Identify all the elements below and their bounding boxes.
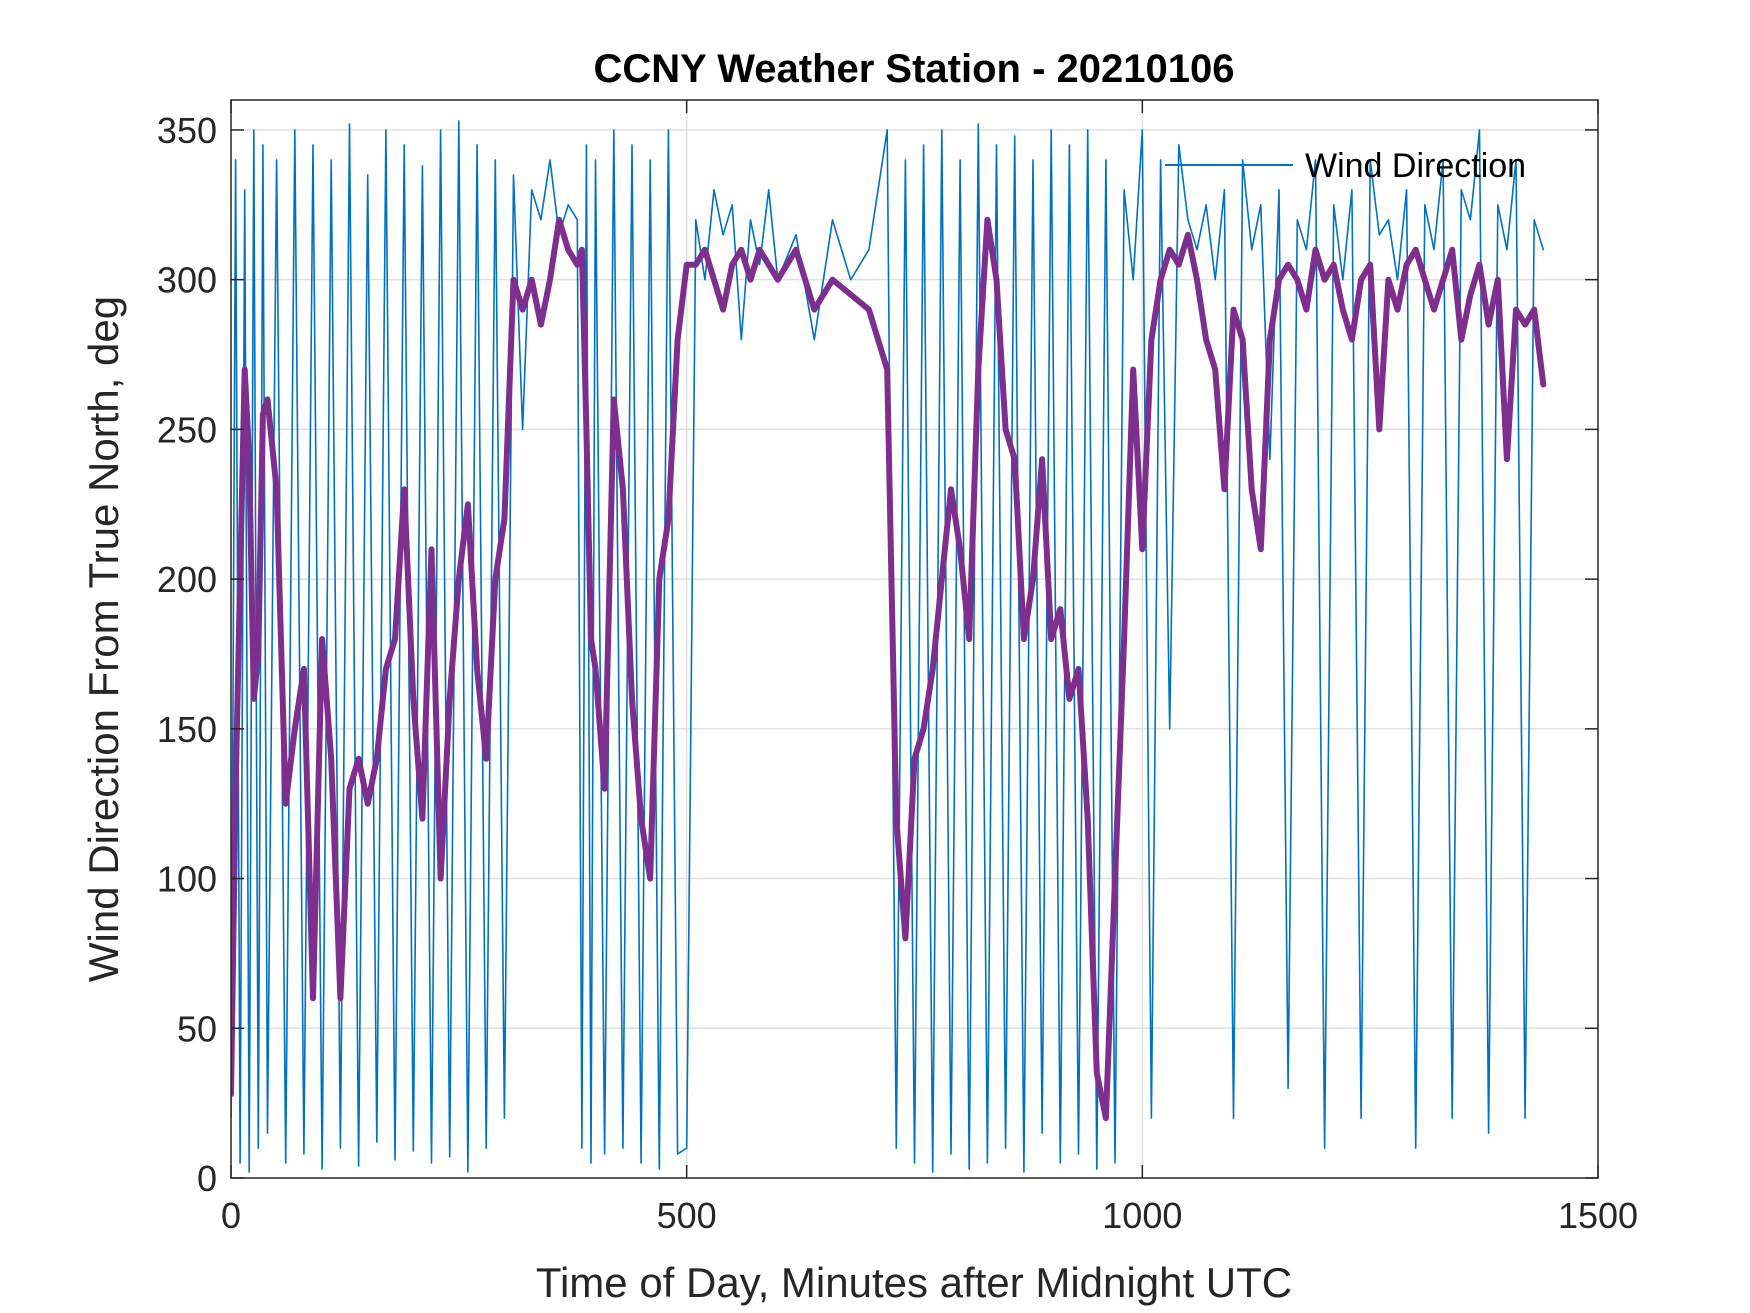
y-tick-label: 300 [157,260,217,301]
x-tick-label: 0 [221,1195,241,1236]
x-axis-label: Time of Day, Minutes after Midnight UTC [536,1259,1292,1306]
y-axis-label: Wind Direction From True North, deg [80,296,127,982]
wind-direction-line [231,120,1545,1173]
legend: Wind Direction [1165,147,1526,185]
y-tick-label: 0 [197,1158,217,1199]
y-tick-label: 150 [157,709,217,750]
y-tick-label: 100 [157,859,217,900]
y-tick-label: 350 [157,110,217,151]
axes-box [230,99,1599,1179]
x-tick-label: 1000 [1102,1195,1182,1236]
x-tick-label: 1500 [1558,1195,1638,1236]
chart-title: CCNY Weather Station - 20210106 [594,47,1235,91]
series-layer [231,120,1547,1173]
y-tick-label: 200 [157,559,217,600]
moving-average-line [231,216,1547,1122]
grid-lines [231,100,1598,1178]
y-tick-label: 50 [177,1008,217,1049]
x-tick-label: 500 [657,1195,717,1236]
y-tick-label: 250 [157,409,217,450]
legend-label-wind-direction: Wind Direction [1305,147,1526,185]
axis-ticks: 0 50 100 150 200 250 300 350 0 500 1000 1500 [157,100,1638,1236]
